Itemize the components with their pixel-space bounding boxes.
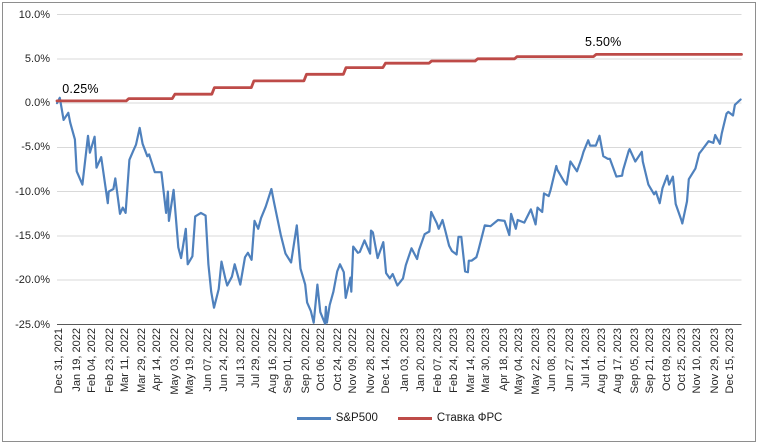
y-axis-tick-label: 5.0% (24, 52, 50, 65)
x-axis-tick-label: Nov 28, 2022 (365, 328, 378, 394)
x-axis-tick-label: Mar 14, 2023 (464, 328, 477, 393)
y-axis-tick-label: -10.0% (15, 185, 50, 198)
x-axis-tick-label: May 04, 2023 (512, 328, 525, 395)
y-axis-tick-label: -20.0% (15, 274, 50, 287)
legend-item-fed-rate: Ставка ФРС (397, 412, 503, 424)
legend-label-fed-rate: Ставка ФРС (436, 412, 503, 424)
x-axis-tick-label: Jun 27, 2023 (563, 328, 576, 392)
x-axis-tick-label: Jun 08, 2023 (545, 328, 558, 392)
x-axis-tick-label: Mar 29, 2022 (135, 328, 148, 393)
y-axis-tick-label: 0.0% (24, 97, 50, 110)
x-axis-tick-label: Nov 09, 2022 (347, 328, 360, 394)
x-axis-tick-label: Apr 14, 2022 (150, 328, 163, 391)
x-axis-tick-label: Sep 05, 2023 (629, 328, 642, 394)
x-axis-tick-label: May 03, 2022 (168, 328, 181, 395)
x-axis-tick-label: Aug 16, 2022 (267, 328, 280, 394)
x-axis-tick-label: Aug 01, 2023 (596, 328, 609, 394)
y-axis-tick-label: -5.0% (21, 141, 50, 154)
y-axis-tick-label: -15.0% (15, 229, 50, 242)
x-axis-tick-label: Aug 17, 2023 (611, 328, 624, 394)
x-axis-tick-label: Mar 11, 2022 (118, 328, 131, 393)
fed-rate-line-swatch (397, 416, 432, 420)
fed-rate-line (55, 53, 743, 103)
x-axis-tick-label: Jan 19, 2022 (70, 328, 83, 392)
chart-legend: S&P500 Ставка ФРС (57, 409, 742, 427)
x-axis-tick-label: Feb 23, 2022 (103, 328, 116, 393)
fed-rate-start-annotation: 0.25% (62, 81, 99, 96)
y-axis-tick-label: -25.0% (15, 318, 50, 331)
sp500-line-swatch (296, 416, 331, 420)
x-axis-tick-label: Jan 03, 2023 (399, 328, 411, 392)
x-axis-tick-label: Jul 29, 2022 (250, 328, 263, 388)
x-axis-tick-label: Sep 20, 2022 (300, 328, 313, 394)
x-axis-tick-label: May 22, 2023 (529, 328, 542, 395)
x-axis-tick-label: Jun 24, 2022 (217, 328, 230, 392)
x-axis-tick-label: Nov 29, 2023 (709, 328, 722, 394)
x-axis-tick-label: Feb 24, 2023 (447, 328, 460, 393)
x-axis-tick-label: Dec 14, 2022 (380, 328, 393, 394)
x-axis-tick-label: Feb 07, 2023 (431, 328, 444, 393)
sp500-line (55, 96, 742, 325)
x-axis-tick-label: Dec 31, 2021 (53, 328, 65, 394)
x-axis-tick-label: Jul 13, 2022 (235, 328, 248, 388)
fed-rate-end-annotation: 5.50% (585, 34, 622, 49)
x-axis-tick-label: May 19, 2022 (183, 328, 196, 395)
x-axis-tick-label: Jun 07, 2022 (201, 328, 214, 392)
x-axis-tick-label: Oct 25, 2023 (676, 328, 689, 391)
x-axis-tick-label: Jul 14, 2023 (579, 328, 592, 388)
x-axis-tick-label: Oct 06, 2022 (315, 328, 328, 391)
y-axis-tick-label: 10.0% (18, 8, 50, 21)
x-axis-tick-label: Oct 24, 2022 (332, 328, 345, 391)
x-axis-tick-label: Oct 09, 2023 (661, 328, 674, 391)
legend-label-sp500: S&P500 (335, 412, 378, 424)
x-axis-tick-label: Nov 10, 2023 (691, 328, 704, 394)
x-axis-tick-label: Mar 30, 2023 (479, 328, 492, 393)
x-axis-tick-label: Dec 15, 2023 (724, 328, 737, 394)
x-axis-tick-label: Feb 04, 2022 (85, 328, 98, 393)
x-axis-tick-label: Sep 21, 2023 (644, 328, 657, 394)
x-axis-tick-label: Jan 20, 2023 (414, 328, 427, 392)
legend-item-sp500: S&P500 (296, 412, 378, 424)
x-axis-tick-label: Apr 18, 2023 (497, 328, 510, 391)
x-axis-tick-label: Sep 01, 2022 (282, 328, 295, 394)
